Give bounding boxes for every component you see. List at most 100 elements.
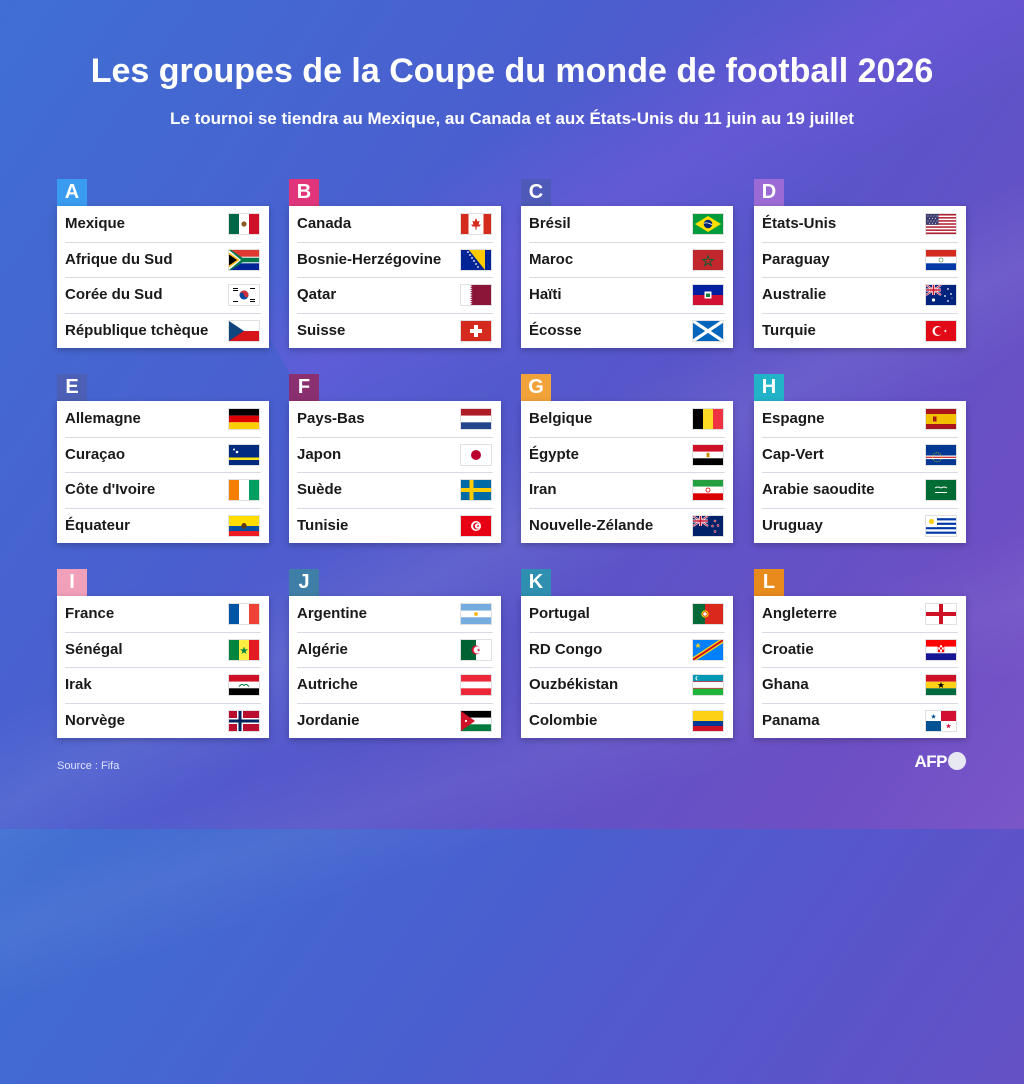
ghana-flag-icon — [926, 675, 956, 695]
row-divider — [297, 702, 493, 704]
team-name: Sénégal — [65, 640, 123, 658]
team-name: Argentine — [297, 605, 368, 622]
haiti-flag-icon — [693, 285, 723, 305]
team-name: Tunisie — [297, 516, 349, 534]
team-name: Haïti — [529, 286, 562, 303]
row-divider — [762, 667, 958, 668]
team-row: Croatie — [754, 631, 966, 668]
sweden-flag-icon — [461, 480, 491, 500]
team-row: Pays-Bas — [289, 401, 501, 437]
team-row: Mexique — [57, 206, 269, 242]
group-letter-badge: C — [521, 179, 551, 206]
group-card: Canada Bosnie-Herzégovine Qatar Suisse — [289, 206, 501, 348]
team-name: Panama — [762, 711, 820, 729]
group-card: Brésil Maroc Haïti Écosse — [521, 206, 733, 348]
team-name: Portugal — [529, 605, 590, 622]
row-divider — [297, 631, 493, 633]
team-row: Cap-Vert — [754, 436, 966, 473]
scotland-flag-icon — [693, 320, 723, 341]
group-card: Pays-Bas Japon Suède Tunisie — [289, 401, 501, 543]
portugal-flag-icon — [693, 604, 723, 624]
japan-flag-icon — [461, 444, 491, 465]
dr-congo-flag-icon — [693, 639, 723, 660]
row-divider — [762, 312, 958, 314]
row-divider — [297, 507, 493, 509]
group-letter-badge: E — [57, 374, 87, 401]
team-name: Cap-Vert — [762, 445, 824, 463]
qatar-flag-icon — [461, 285, 491, 305]
team-row: Portugal — [521, 596, 733, 632]
team-name: Arabie saoudite — [762, 481, 875, 498]
row-divider — [65, 312, 261, 314]
group-letter-badge: K — [521, 569, 551, 596]
saudi-arabia-flag-icon — [926, 480, 956, 500]
team-name: Mexique — [65, 215, 126, 232]
team-name: Canada — [297, 215, 352, 232]
ecuador-flag-icon — [229, 515, 259, 536]
team-name: Colombie — [529, 711, 598, 729]
team-row: Afrique du Sud — [57, 241, 269, 278]
team-name: Irak — [65, 676, 92, 693]
turkey-flag-icon — [926, 320, 956, 341]
team-name: Égypte — [529, 445, 580, 463]
team-name: Turquie — [762, 321, 816, 339]
group-card: Belgique Égypte Iran Nouvelle-Zélande — [521, 401, 733, 543]
row-divider — [529, 667, 725, 668]
team-row: France — [57, 596, 269, 632]
team-row: Canada — [289, 206, 501, 242]
row-divider — [297, 312, 493, 314]
team-row: Jordanie — [289, 702, 501, 739]
row-divider — [762, 702, 958, 704]
mexico-flag-icon — [229, 214, 259, 234]
team-row: Écosse — [521, 312, 733, 349]
team-name: Iran — [529, 481, 557, 498]
team-row: Suisse — [289, 312, 501, 349]
row-divider — [762, 472, 958, 473]
team-row: Colombie — [521, 702, 733, 739]
team-row: Allemagne — [57, 401, 269, 437]
team-row: RD Congo — [521, 631, 733, 668]
row-divider — [529, 277, 725, 278]
team-name: Paraguay — [762, 250, 830, 268]
row-divider — [529, 312, 725, 314]
row-divider — [65, 436, 261, 438]
background-streak — [0, 456, 1024, 1084]
belgium-flag-icon — [693, 409, 723, 429]
team-name: Suède — [297, 481, 343, 498]
group-card: Angleterre Croatie Ghana Panama — [754, 596, 966, 738]
team-name: Curaçao — [65, 445, 126, 463]
row-divider — [529, 507, 725, 509]
england-flag-icon — [926, 604, 956, 624]
team-name: Brésil — [529, 215, 571, 232]
team-row: Japon — [289, 436, 501, 473]
row-divider — [65, 277, 261, 278]
cape-verde-flag-icon — [926, 444, 956, 465]
australia-flag-icon — [926, 285, 956, 305]
team-row: Curaçao — [57, 436, 269, 473]
row-divider — [762, 277, 958, 278]
row-divider — [65, 631, 261, 633]
team-name: Ghana — [762, 676, 809, 693]
page-title: Les groupes de la Coupe du monde de foot… — [90, 52, 934, 90]
ivory-coast-flag-icon — [229, 480, 259, 500]
team-name: Afrique du Sud — [65, 250, 173, 268]
austria-flag-icon — [461, 675, 491, 695]
team-row: Nouvelle-Zélande — [521, 507, 733, 544]
team-name: Jordanie — [297, 711, 360, 729]
spain-flag-icon — [926, 409, 956, 429]
team-row: République tchèque — [57, 312, 269, 349]
usa-flag-icon — [926, 214, 956, 234]
group-card: Argentine Algérie Autriche Jordanie — [289, 596, 501, 738]
team-row: Suède — [289, 472, 501, 508]
row-divider — [762, 241, 958, 243]
new-zealand-flag-icon — [693, 515, 723, 536]
netherlands-flag-icon — [461, 409, 491, 429]
team-row: Australie — [754, 277, 966, 313]
team-name: Belgique — [529, 410, 593, 427]
group-letter-badge: D — [754, 179, 784, 206]
uzbekistan-flag-icon — [693, 675, 723, 695]
team-name: Pays-Bas — [297, 410, 365, 427]
team-row: Corée du Sud — [57, 277, 269, 313]
colombia-flag-icon — [693, 710, 723, 731]
team-name: Équateur — [65, 516, 131, 534]
